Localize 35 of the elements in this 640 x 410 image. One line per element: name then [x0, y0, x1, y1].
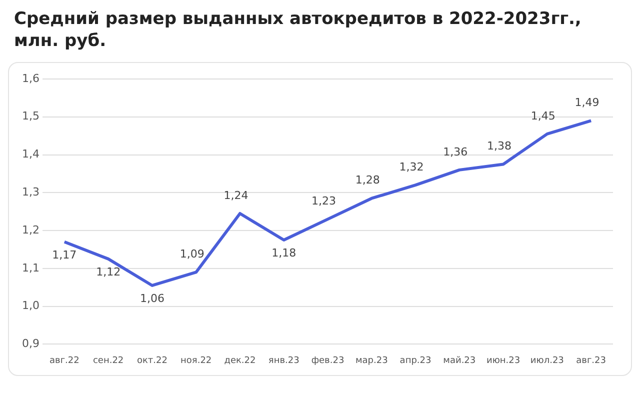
x-tick-label: авг.23: [576, 356, 606, 366]
y-tick-label: 1,2: [22, 223, 40, 236]
x-tick-label: авг.22: [50, 356, 80, 366]
y-tick-label: 1,3: [22, 186, 40, 199]
data-label: 1,12: [96, 265, 121, 278]
y-tick-label: 1,4: [22, 148, 40, 161]
y-tick-label: 1,5: [22, 110, 40, 123]
x-tick-label: июл.23: [530, 356, 564, 366]
data-label: 1,49: [574, 96, 600, 110]
data-label: 1,06: [140, 292, 164, 305]
y-tick-label: 0,9: [22, 337, 40, 350]
x-tick-label: ноя.22: [180, 356, 212, 366]
x-tick-label: апр.23: [400, 356, 432, 366]
x-tick-label: июн.23: [486, 356, 520, 366]
y-tick-label: 1,1: [22, 261, 40, 274]
y-tick-label: 1,0: [22, 299, 40, 312]
x-tick-label: мар.23: [355, 356, 388, 366]
chart-title: Средний размер выданных автокредитов в 2022-2023гг., млн. руб.: [14, 8, 582, 52]
data-label: 1,38: [487, 140, 512, 153]
x-tick-label: сен.22: [92, 356, 124, 366]
data-label: 1,45: [530, 109, 556, 122]
data-label: 1,18: [272, 246, 296, 260]
data-label: 1,17: [52, 248, 77, 262]
x-tick-label: янв.23: [268, 356, 300, 366]
x-tick-label: фев.23: [311, 356, 344, 366]
data-label: 1,23: [311, 194, 336, 208]
data-label: 1,32: [399, 160, 424, 174]
data-label: 1,24: [224, 188, 248, 202]
data-label: 1,28: [355, 174, 380, 187]
data-label: 1,36: [443, 145, 468, 158]
data-label: 1,09: [180, 248, 204, 261]
x-tick-label: дек.22: [224, 356, 256, 366]
y-tick-label: 1,6: [22, 72, 40, 85]
x-tick-label: май.23: [443, 356, 476, 366]
x-tick-label: окт.22: [136, 356, 168, 366]
